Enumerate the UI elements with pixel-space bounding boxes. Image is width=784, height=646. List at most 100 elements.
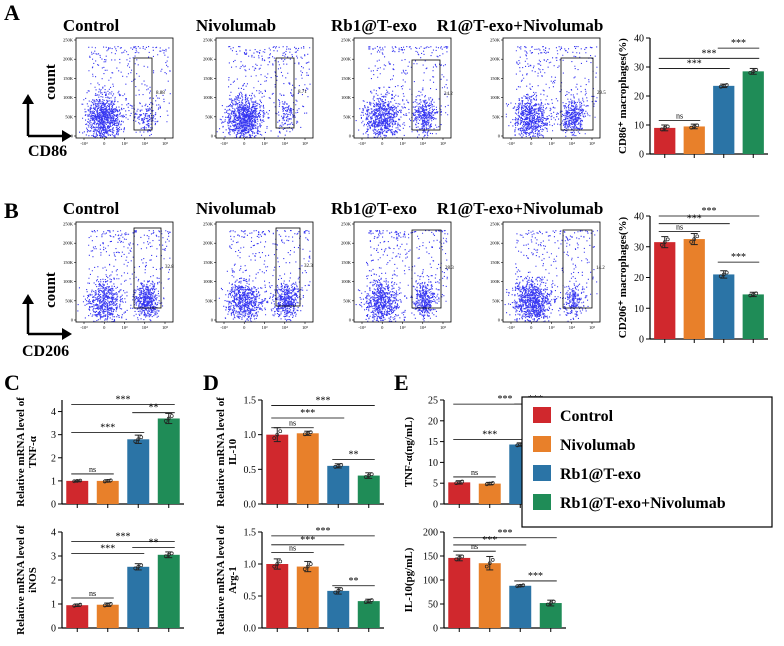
- replicate-point: [163, 554, 168, 559]
- flow-xtick-label: -10³: [220, 141, 228, 146]
- flow-ytick-label: 200K: [203, 57, 214, 62]
- flow-plot-b-3: 28.3 250K 200K 150K 100K 50K 0 -10³ 0 10³ 10⁴ 10⁵: [341, 222, 454, 331]
- replicate-point: [724, 270, 729, 275]
- significance-label: **: [349, 450, 359, 461]
- y-axis-label: TNF-α(ng/mL): [403, 417, 415, 488]
- significance-label: ***: [687, 214, 702, 225]
- flow-a-title-3: Rb1@T-exo: [331, 16, 417, 35]
- replicate-point: [490, 481, 495, 485]
- flow-gate-rect: [411, 229, 442, 309]
- y-tick-label: 0: [51, 624, 56, 635]
- replicate-point: [659, 243, 664, 247]
- flow-a-axis-arrows: [22, 94, 72, 142]
- flow-ytick-label: 50K: [343, 298, 352, 303]
- replicate-point: [78, 602, 83, 607]
- flow-ytick-label: 200K: [341, 241, 352, 246]
- flow-ytick-label: 250K: [63, 222, 74, 227]
- flow-ytick-label: 200K: [490, 241, 501, 246]
- replicate-point: [169, 414, 174, 418]
- replicate-point: [363, 475, 368, 479]
- bar-chart-d-top: 0.00.51.01.5ns********Relative mRNA leve…: [215, 396, 384, 511]
- y-axis-label-line: Relative mRNA level of: [15, 525, 27, 635]
- replicate-point: [339, 587, 344, 592]
- flow-xtick-label: 0: [381, 325, 384, 330]
- y-tick-label: 0: [433, 500, 438, 511]
- flow-plot-b-4: 14.2 250K 200K 150K 100K 50K 0 -10³ 0 10³ 10⁴ 10⁵: [490, 222, 605, 331]
- y-axis-label-line: IL-10(pg/mL): [403, 547, 415, 612]
- flow-gate-rect: [560, 57, 594, 131]
- y-tick-label: 10: [634, 121, 644, 132]
- flow-dots: [355, 230, 449, 322]
- flow-plot-a-1: 8.88 250K 200K 150K 100K 50K 0 -10³ 0 10³ 10⁴ 10⁵: [63, 38, 174, 146]
- flow-dots: [77, 230, 171, 322]
- y-axis-label-line: Relative mRNA level of: [15, 397, 27, 507]
- flow-ytick-label: 150K: [203, 260, 214, 265]
- flow-b-title-2: Nivolumab: [196, 199, 276, 218]
- flow-ytick-label: 0: [71, 134, 74, 139]
- bar-1: [66, 605, 89, 628]
- flow-ytick-label: 0: [498, 134, 501, 139]
- replicate-point: [460, 554, 465, 559]
- y-axis-label-line: Relative mRNA level of: [215, 525, 227, 635]
- legend-label-control: Control: [560, 408, 614, 425]
- flow-ytick-label: 0: [211, 318, 214, 323]
- flow-gate-value: 8.88: [156, 91, 165, 96]
- replicate-point: [308, 430, 313, 435]
- replicate-point: [369, 598, 374, 603]
- replicate-point: [108, 602, 113, 606]
- flow-a-count-label: count: [43, 64, 59, 100]
- y-tick-label: 0.0: [244, 624, 257, 635]
- flow-axes-frame: [215, 37, 314, 139]
- flow-xtick-label: 10³: [122, 325, 129, 330]
- y-tick-label: 0: [639, 335, 644, 346]
- y-tick-label: 4: [51, 407, 56, 418]
- y-tick-label: 10: [428, 458, 438, 469]
- bar-4: [742, 71, 764, 154]
- flow-dots: [504, 230, 598, 322]
- flow-ytick-label: 250K: [203, 222, 214, 227]
- replicate-point: [163, 419, 168, 423]
- replicate-point: [133, 439, 138, 444]
- flow-gate-rect: [133, 227, 162, 309]
- bar-4: [357, 601, 380, 628]
- y-tick-label: 1: [51, 476, 56, 487]
- significance-label: ***: [100, 422, 115, 433]
- flow-gate-value: 8.71: [298, 90, 307, 95]
- bar-4: [742, 294, 764, 339]
- replicate-point: [665, 237, 670, 242]
- flow-xtick-label: 10³: [400, 141, 407, 146]
- flow-xtick-label: 10³: [549, 141, 556, 146]
- replicate-point: [166, 552, 171, 557]
- flow-a-title-2: Nivolumab: [196, 16, 276, 35]
- flow-ytick-label: 0: [71, 318, 74, 323]
- replicate-point: [272, 436, 277, 440]
- flow-dots: [218, 230, 311, 322]
- replicate-point: [136, 564, 141, 569]
- flow-ytick-label: 150K: [63, 260, 74, 265]
- replicate-point: [278, 429, 283, 434]
- flow-xtick-label: 10³: [549, 325, 556, 330]
- significance-label: **: [349, 576, 359, 587]
- flow-ytick-label: 100K: [63, 95, 74, 100]
- flow-plot-a-2: 8.71 250K 200K 150K 100K 50K 0 -10³ 0 10³ 10⁴ 10⁵: [203, 37, 314, 146]
- flow-xtick-label: 10⁵: [440, 325, 447, 330]
- flow-gate-rect: [275, 57, 295, 129]
- significance-label: ***: [528, 571, 543, 582]
- significance-label: ns: [289, 543, 296, 552]
- flow-dot-cloud: [355, 230, 449, 322]
- replicate-point: [308, 562, 313, 566]
- replicate-point: [754, 291, 759, 296]
- y-axis-label-line: TNF-α: [27, 435, 39, 468]
- replicate-point: [551, 599, 556, 604]
- replicate-point: [305, 564, 310, 569]
- flow-xtick-label: 10⁴: [142, 325, 149, 330]
- significance-label: ***: [498, 528, 513, 539]
- flow-gate-rect: [275, 227, 301, 307]
- flow-xtick-label: 10³: [400, 325, 407, 330]
- flow-ytick-label: 250K: [341, 222, 352, 227]
- significance-label: ns: [89, 465, 96, 474]
- bar-4: [357, 475, 380, 504]
- flow-dot-cloud: [218, 230, 311, 322]
- flow-b-count-label: count: [43, 272, 59, 308]
- flow-plot-a-3: 24.2 250K 200K 150K 100K 50K 0 -10³ 0 10³ 10⁴ 10⁵: [341, 38, 453, 147]
